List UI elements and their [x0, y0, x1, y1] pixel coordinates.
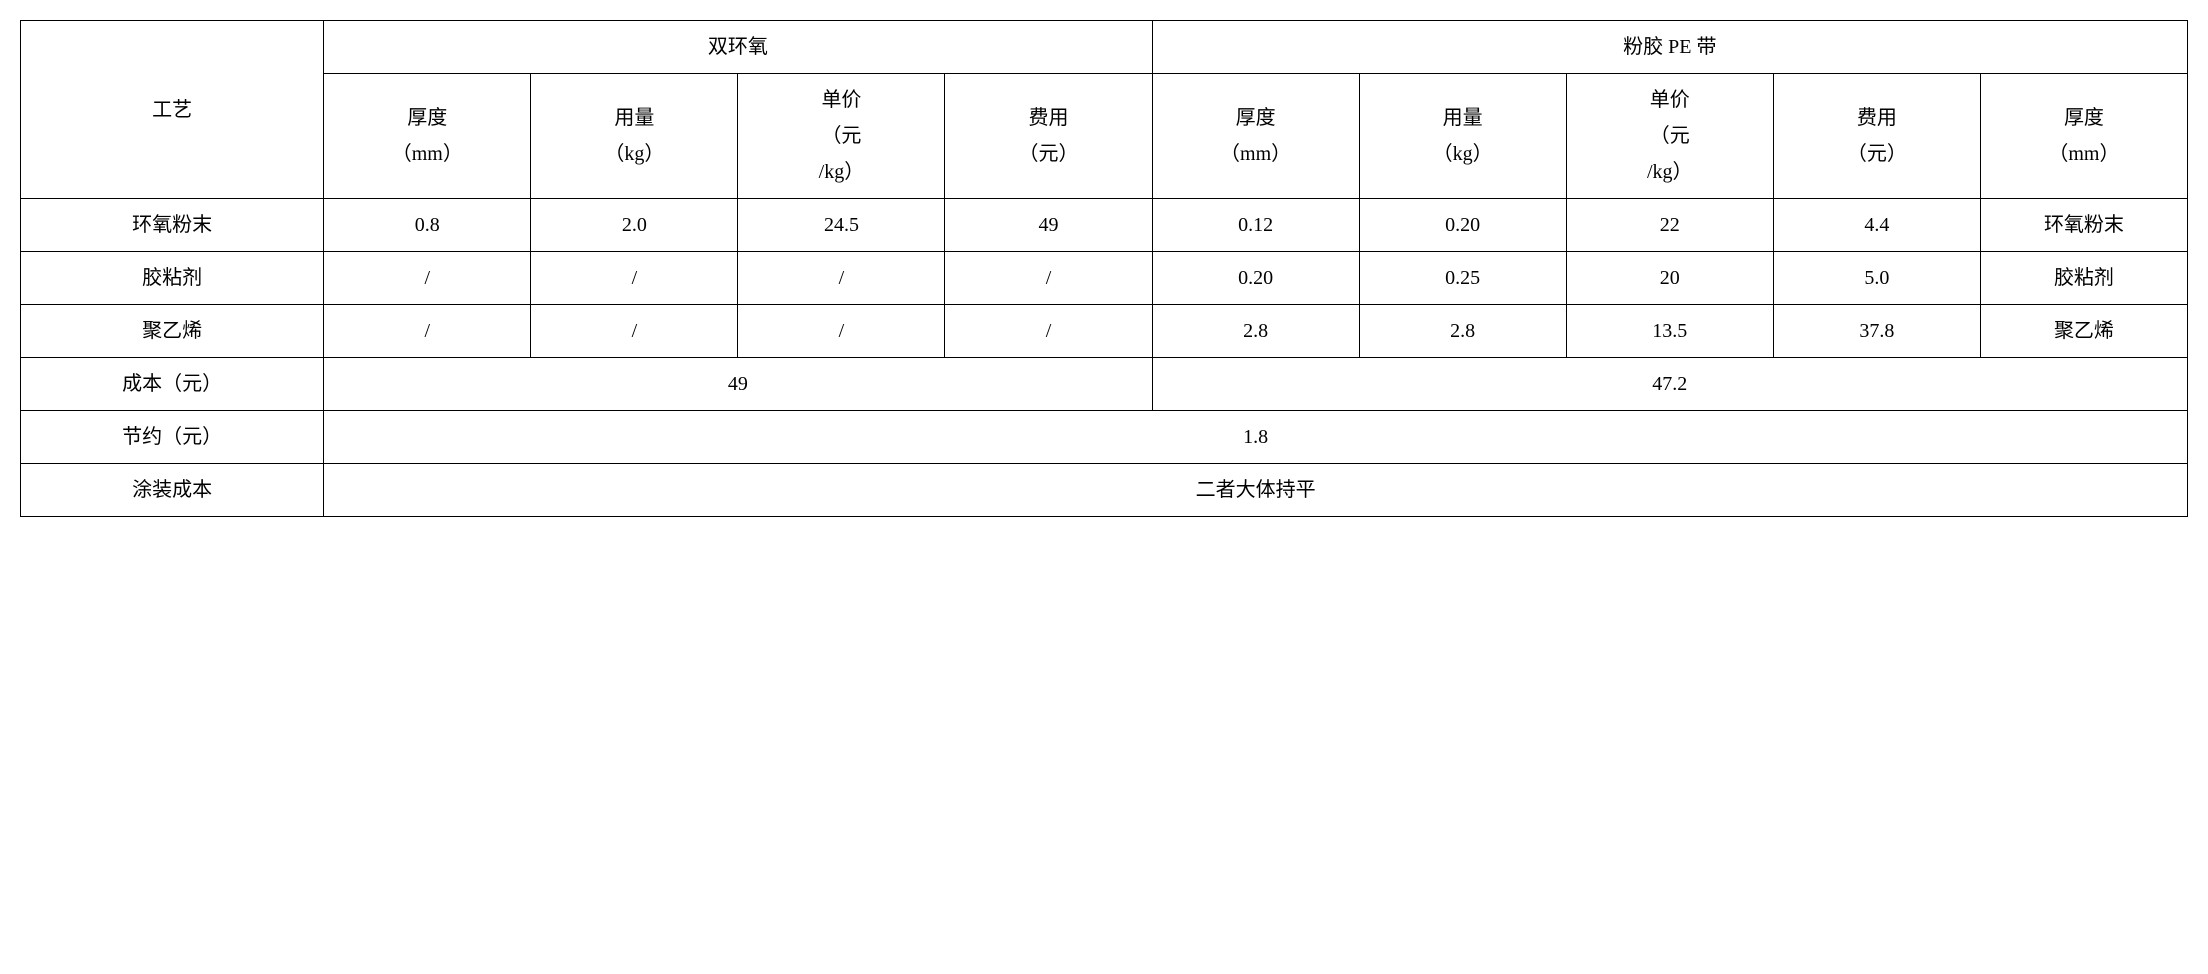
cost-value2: 47.2 [1152, 358, 2187, 411]
pe-g1-unitprice: / [738, 305, 945, 358]
adhesive-g1-unitprice: / [738, 252, 945, 305]
save-value: 1.8 [324, 411, 2188, 464]
header-g2-unitprice: 单价 （元 /kg） [1566, 74, 1773, 199]
header-row-2: 厚度 （mm） 用量 （kg） 单价 （元 /kg） 费用 （元） 厚度 （mm… [21, 74, 2188, 199]
epoxy-g2-cost: 4.4 [1773, 199, 1980, 252]
pe-g2-cost: 37.8 [1773, 305, 1980, 358]
header-g2-cost: 费用 （元） [1773, 74, 1980, 199]
coating-value: 二者大体持平 [324, 464, 2188, 517]
header-row-1: 工艺 双环氧 粉胶 PE 带 [21, 21, 2188, 74]
adhesive-g2-amount: 0.25 [1359, 252, 1566, 305]
adhesive-g1-thickness: / [324, 252, 531, 305]
pe-g2-amount: 2.8 [1359, 305, 1566, 358]
adhesive-label: 胶粘剂 [21, 252, 324, 305]
header-g1-cost: 费用 （元） [945, 74, 1152, 199]
epoxy-g2-unitprice: 22 [1566, 199, 1773, 252]
adhesive-g2-unitprice: 20 [1566, 252, 1773, 305]
pe-g1-thickness: / [324, 305, 531, 358]
comparison-table: 工艺 双环氧 粉胶 PE 带 厚度 （mm） 用量 （kg） 单价 （元 /kg… [20, 20, 2188, 517]
row-cost: 成本（元） 49 47.2 [21, 358, 2188, 411]
epoxy-g2-thickness: 0.12 [1152, 199, 1359, 252]
epoxy-g1-amount: 2.0 [531, 199, 738, 252]
row-epoxy: 环氧粉末 0.8 2.0 24.5 49 0.12 0.20 22 4.4 环氧… [21, 199, 2188, 252]
cost-label: 成本（元） [21, 358, 324, 411]
row-pe: 聚乙烯 / / / / 2.8 2.8 13.5 37.8 聚乙烯 [21, 305, 2188, 358]
pe-g1-cost: / [945, 305, 1152, 358]
header-g1-thickness: 厚度 （mm） [324, 74, 531, 199]
pe-g1-amount: / [531, 305, 738, 358]
header-group1: 双环氧 [324, 21, 1152, 74]
header-group2: 粉胶 PE 带 [1152, 21, 2187, 74]
epoxy-g1-unitprice: 24.5 [738, 199, 945, 252]
epoxy-g2-amount: 0.20 [1359, 199, 1566, 252]
adhesive-g2-extra: 胶粘剂 [1980, 252, 2187, 305]
epoxy-g1-cost: 49 [945, 199, 1152, 252]
adhesive-g1-cost: / [945, 252, 1152, 305]
pe-g2-extra: 聚乙烯 [1980, 305, 2187, 358]
row-coating: 涂装成本 二者大体持平 [21, 464, 2188, 517]
row-save: 节约（元） 1.8 [21, 411, 2188, 464]
header-g2-amount: 用量 （kg） [1359, 74, 1566, 199]
coating-label: 涂装成本 [21, 464, 324, 517]
cost-value1: 49 [324, 358, 1152, 411]
pe-g2-unitprice: 13.5 [1566, 305, 1773, 358]
epoxy-g1-thickness: 0.8 [324, 199, 531, 252]
epoxy-g2-extra: 环氧粉末 [1980, 199, 2187, 252]
header-g1-amount: 用量 （kg） [531, 74, 738, 199]
header-g1-unitprice: 单价 （元 /kg） [738, 74, 945, 199]
header-g2-extra: 厚度 （mm） [1980, 74, 2187, 199]
adhesive-g2-cost: 5.0 [1773, 252, 1980, 305]
row-adhesive: 胶粘剂 / / / / 0.20 0.25 20 5.0 胶粘剂 [21, 252, 2188, 305]
pe-label: 聚乙烯 [21, 305, 324, 358]
save-label: 节约（元） [21, 411, 324, 464]
header-process: 工艺 [21, 21, 324, 199]
pe-g2-thickness: 2.8 [1152, 305, 1359, 358]
epoxy-label: 环氧粉末 [21, 199, 324, 252]
adhesive-g1-amount: / [531, 252, 738, 305]
header-g2-thickness: 厚度 （mm） [1152, 74, 1359, 199]
adhesive-g2-thickness: 0.20 [1152, 252, 1359, 305]
